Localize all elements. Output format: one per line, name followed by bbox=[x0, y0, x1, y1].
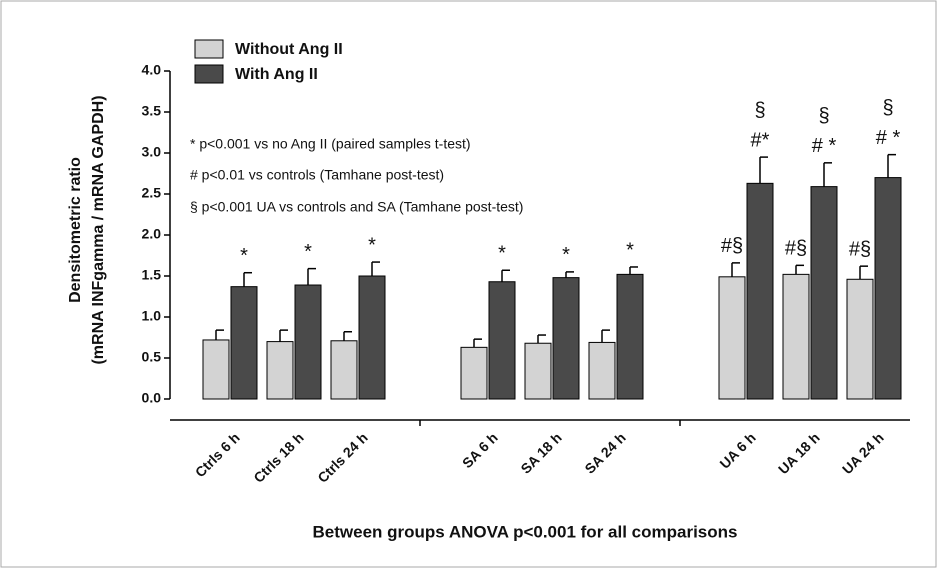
significance-label: * bbox=[498, 243, 506, 265]
bar bbox=[524, 342, 552, 400]
legend-label: With Ang II bbox=[235, 66, 318, 83]
significance-label: # * bbox=[876, 127, 901, 149]
bar bbox=[782, 273, 810, 400]
bar bbox=[810, 186, 838, 400]
x-tick-label: UA 24 h bbox=[839, 429, 887, 477]
y-tick-label: 2.0 bbox=[142, 226, 162, 242]
x-tick-label: Ctrls 18 h bbox=[250, 429, 306, 485]
x-tick-label: UA 6 h bbox=[716, 429, 758, 471]
bar bbox=[718, 276, 746, 400]
x-tick-label: SA 6 h bbox=[459, 429, 501, 471]
x-axis-label: Between groups ANOVA p<0.001 for all com… bbox=[313, 522, 738, 541]
y-tick-label: 3.0 bbox=[142, 144, 162, 160]
significance-label: #§ bbox=[721, 235, 743, 257]
x-tick-label: Ctrls 24 h bbox=[314, 429, 370, 485]
note: * p<0.001 vs no Ang II (paired samples t… bbox=[190, 136, 471, 152]
bar bbox=[358, 275, 386, 400]
legend-swatch bbox=[194, 64, 224, 84]
significance-label: § bbox=[818, 105, 829, 127]
significance-label: § bbox=[754, 99, 765, 121]
significance-label: #* bbox=[751, 129, 770, 151]
bar bbox=[202, 339, 230, 400]
bar bbox=[874, 177, 902, 400]
significance-label: #§ bbox=[785, 238, 807, 260]
significance-label: * bbox=[304, 241, 312, 263]
significance-label: * bbox=[240, 245, 248, 267]
note: § p<0.001 UA vs controls and SA (Tamhane… bbox=[190, 199, 523, 215]
bar bbox=[488, 281, 516, 400]
y-tick-label: 4.0 bbox=[142, 62, 162, 78]
bar bbox=[616, 273, 644, 400]
y-tick-label: 1.5 bbox=[142, 267, 162, 283]
y-axis-label: Densitometric ratio bbox=[67, 157, 84, 303]
significance-label: * bbox=[562, 244, 570, 266]
y-axis-label: (mRNA INFgamma / mRNA GAPDH) bbox=[90, 95, 107, 364]
x-tick-label: SA 24 h bbox=[581, 429, 628, 476]
significance-label: § bbox=[882, 97, 893, 119]
bar bbox=[330, 340, 358, 400]
bar bbox=[846, 278, 874, 400]
legend-label: Without Ang II bbox=[235, 41, 343, 58]
bar bbox=[460, 346, 488, 400]
x-tick-label: Ctrls 6 h bbox=[192, 429, 243, 480]
significance-label: * bbox=[368, 234, 376, 256]
y-tick-label: 0.0 bbox=[142, 390, 162, 406]
bar bbox=[552, 277, 580, 400]
legend-swatch bbox=[194, 39, 224, 59]
y-tick-label: 2.5 bbox=[142, 185, 162, 201]
y-tick-label: 0.5 bbox=[142, 349, 162, 365]
bar bbox=[294, 284, 322, 400]
bar bbox=[746, 182, 774, 400]
x-tick-label: SA 18 h bbox=[517, 429, 564, 476]
significance-label: * bbox=[626, 239, 634, 261]
significance-label: # * bbox=[812, 135, 837, 157]
bar bbox=[230, 286, 258, 400]
x-tick-label: UA 18 h bbox=[775, 429, 823, 477]
y-tick-label: 1.0 bbox=[142, 308, 162, 324]
significance-label: #§ bbox=[849, 238, 871, 260]
bar bbox=[588, 341, 616, 400]
note: # p<0.01 vs controls (Tamhane post-test) bbox=[190, 167, 444, 183]
y-tick-label: 3.5 bbox=[142, 103, 162, 119]
bar bbox=[266, 341, 294, 400]
